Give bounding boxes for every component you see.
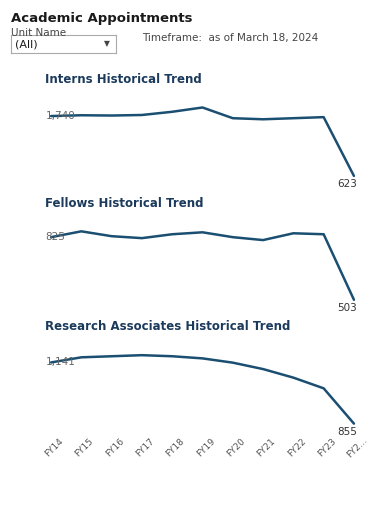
Text: 1,141: 1,141: [46, 357, 75, 367]
Text: Unit Name: Unit Name: [11, 28, 66, 38]
Text: FY21: FY21: [255, 437, 277, 459]
Text: Academic Appointments: Academic Appointments: [11, 12, 193, 25]
Text: 855: 855: [337, 427, 357, 437]
Text: (All): (All): [15, 39, 38, 49]
Text: 503: 503: [337, 303, 357, 313]
Text: FY22: FY22: [286, 437, 308, 458]
Text: 825: 825: [46, 232, 66, 242]
Text: Research Associates Historical Trend: Research Associates Historical Trend: [45, 320, 290, 334]
Text: FY18: FY18: [164, 437, 186, 459]
Text: FY16: FY16: [104, 437, 126, 459]
Text: Fellows Historical Trend: Fellows Historical Trend: [45, 197, 204, 210]
Text: FY19: FY19: [195, 437, 217, 459]
Text: 623: 623: [337, 179, 357, 189]
Text: FY2...: FY2...: [345, 436, 369, 460]
Text: 1,740: 1,740: [46, 111, 75, 121]
Text: ▼: ▼: [104, 40, 110, 48]
Text: Interns Historical Trend: Interns Historical Trend: [45, 73, 202, 86]
Text: FY23: FY23: [316, 437, 338, 459]
Text: FY15: FY15: [74, 437, 96, 459]
Text: Timeframe:  as of March 18, 2024: Timeframe: as of March 18, 2024: [142, 33, 319, 43]
Text: FY14: FY14: [44, 437, 65, 459]
Text: FY17: FY17: [134, 437, 156, 459]
Text: FY20: FY20: [225, 437, 247, 459]
